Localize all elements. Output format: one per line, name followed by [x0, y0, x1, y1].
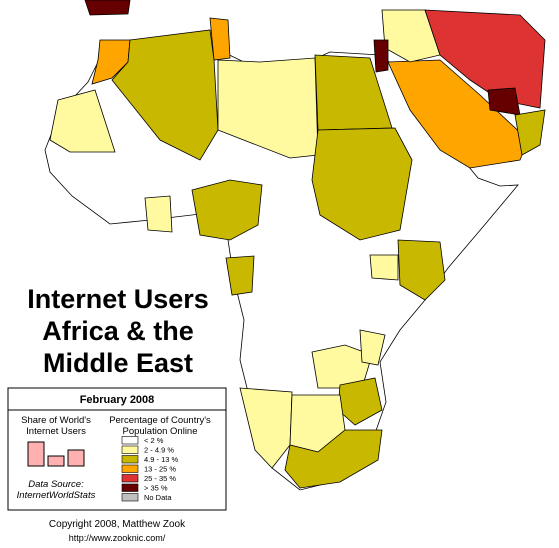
pct-heading: Percentage of Country's: [109, 415, 211, 426]
share-bar: [27, 441, 45, 467]
legend-label: 25 - 35 %: [144, 474, 176, 483]
tunisia: [209, 17, 231, 61]
legend-label: 2 - 4.9 %: [144, 446, 174, 455]
share-bar: [47, 455, 65, 467]
zambia: [311, 344, 373, 389]
legend-label: 13 - 25 %: [144, 465, 176, 474]
legend-swatch: [121, 455, 139, 464]
legend-swatch: [121, 483, 139, 492]
legend-label: > 35 %: [144, 484, 168, 493]
algeria: [111, 29, 219, 161]
countries: [44, 0, 546, 491]
oman: [514, 109, 546, 156]
saudi-arabia: [387, 59, 529, 169]
iran: [424, 9, 546, 109]
legend-date: February 2008: [80, 394, 155, 406]
title-line: Internet Users: [27, 284, 209, 314]
share-heading: Share of World's: [21, 415, 91, 426]
share-heading: Internet Users: [26, 426, 86, 437]
legend-label: 4.9 - 13 %: [144, 455, 179, 464]
legend-swatch: [121, 493, 139, 502]
israel: [373, 39, 389, 73]
legend-classes: < 2 %2 - 4.9 %4.9 - 13 %13 - 25 %25 - 35…: [121, 436, 179, 502]
ghana: [144, 195, 173, 233]
share-bar: [67, 449, 85, 467]
title-line: Africa & the: [42, 316, 194, 346]
legend-swatch: [121, 474, 139, 483]
source: InternetWorldStats: [17, 490, 96, 501]
gabon: [225, 255, 255, 296]
nigeria: [191, 179, 263, 241]
south-africa: [284, 429, 383, 489]
title-line: Middle East: [43, 348, 193, 378]
legend-label: No Data: [144, 493, 172, 502]
url: http://www.zooknic.com/: [69, 533, 166, 543]
malawi: [359, 329, 386, 366]
spain: [84, 0, 131, 16]
legend-swatch: [121, 436, 139, 445]
legend-label: < 2 %: [144, 436, 164, 445]
pct-heading: Population Online: [123, 426, 198, 437]
legend-swatch: [121, 464, 139, 473]
mauritania: [49, 89, 116, 153]
sudan: [311, 127, 413, 241]
legend-swatch: [121, 445, 139, 454]
namibia: [239, 387, 293, 469]
kenya: [397, 239, 446, 301]
uganda: [369, 254, 399, 281]
copyright: Copyright 2008, Matthew Zook: [49, 519, 186, 530]
source: Data Source:: [28, 479, 84, 490]
